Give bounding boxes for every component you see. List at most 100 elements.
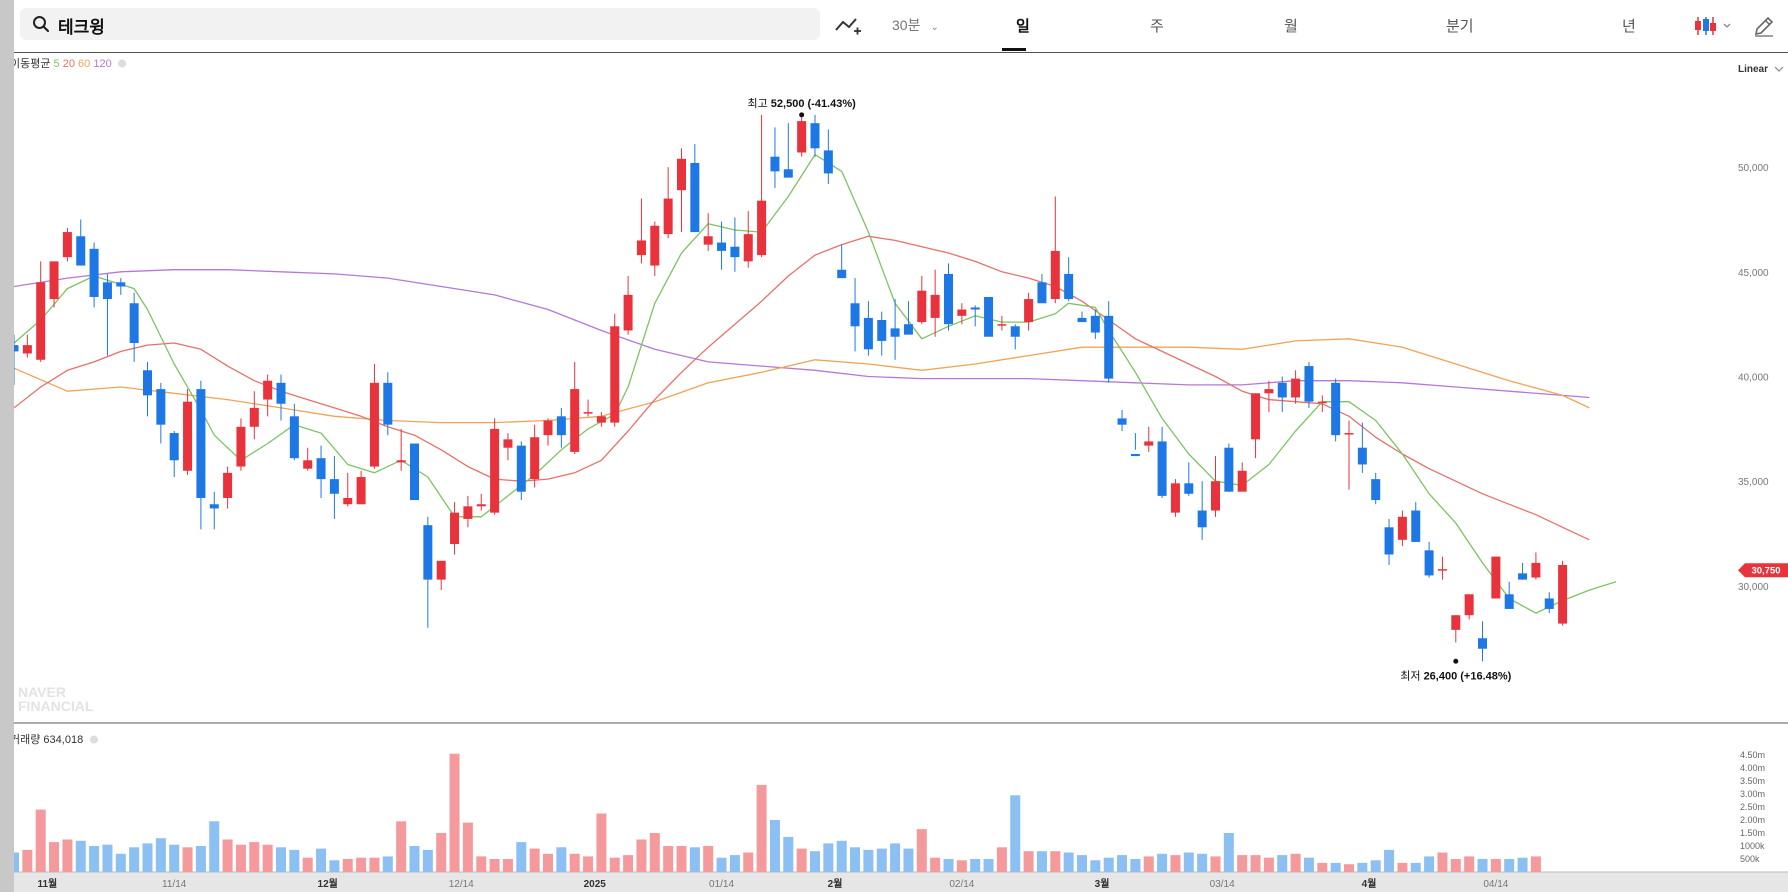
interval-select[interactable]: 30분 ⌄ xyxy=(892,15,939,35)
candle-body xyxy=(677,158,686,191)
candle-body xyxy=(143,370,152,396)
tab-week[interactable]: 주 xyxy=(1150,18,1164,35)
scale-mode-label: Linear xyxy=(1738,64,1768,75)
candle xyxy=(1464,594,1474,620)
volume-bar xyxy=(583,856,594,872)
ma-legend-label: 이동평균 xyxy=(14,57,54,70)
tab-year[interactable]: 년 xyxy=(1622,18,1636,35)
candle xyxy=(717,221,727,270)
scale-chevron-icon xyxy=(1774,66,1784,72)
tab-month[interactable]: 월 xyxy=(1284,18,1298,35)
candle xyxy=(1451,615,1461,643)
candle-body xyxy=(1104,315,1114,379)
candle-body xyxy=(1491,556,1501,599)
candle-body xyxy=(1130,454,1140,457)
candle xyxy=(823,129,833,184)
candle-body xyxy=(1558,564,1568,624)
date-tick-label: 12/14 xyxy=(449,879,474,890)
date-axis-background xyxy=(14,872,1788,892)
candle-body xyxy=(1437,569,1447,571)
candle-body xyxy=(1237,470,1247,492)
candle-body xyxy=(1064,273,1074,300)
candle xyxy=(1064,257,1074,302)
candle xyxy=(583,399,593,417)
candle-body xyxy=(503,439,513,448)
last-price-tag xyxy=(1738,563,1788,578)
candle xyxy=(1531,552,1541,580)
candle xyxy=(1331,378,1341,442)
volume-bar xyxy=(836,840,847,872)
candle xyxy=(1211,456,1220,517)
candle-body xyxy=(1197,510,1207,528)
volume-bar xyxy=(502,859,513,872)
low-prefix: 최저 xyxy=(1400,669,1423,682)
search-input[interactable] xyxy=(56,12,760,38)
candle-body xyxy=(316,458,326,480)
volume-bar xyxy=(396,821,407,872)
candle xyxy=(1144,426,1154,452)
draw-tool-button[interactable] xyxy=(1752,14,1776,38)
candle-body xyxy=(1010,326,1020,337)
candle xyxy=(49,261,59,308)
stock-chart-app: 30,000 35,000 40,000 45,000 50,000 Linear 500… xyxy=(14,0,1788,892)
candle xyxy=(1050,196,1060,304)
candle xyxy=(984,296,994,337)
candle-body xyxy=(383,382,393,425)
active-tab-indicator xyxy=(1002,48,1026,51)
candle-body xyxy=(770,156,780,172)
tab-quarter[interactable]: 분기 xyxy=(1446,18,1474,35)
candle-body xyxy=(556,416,566,436)
search-icon[interactable] xyxy=(32,15,50,38)
volume-bar xyxy=(1210,856,1221,872)
candle xyxy=(596,412,606,427)
candle xyxy=(863,301,873,356)
candle-body xyxy=(476,504,486,507)
price-volume-chart[interactable]: 30,000 35,000 40,000 45,000 50,000 Linear 500… xyxy=(14,0,1788,892)
candle-body xyxy=(129,303,139,344)
search-box[interactable] xyxy=(20,8,820,40)
low-label: 최저 26,400 (+16.48%) xyxy=(1400,669,1511,682)
volume-bar xyxy=(489,859,500,872)
volume-bar xyxy=(369,857,380,872)
candle xyxy=(1344,420,1354,490)
indicator-add-button[interactable] xyxy=(834,14,862,38)
volume-bar xyxy=(529,848,540,872)
chart-annotations: 최고 52,500 (-41.43%) 최저 26,400 (+16.48%) 30… xyxy=(18,97,1788,714)
volume-bar xyxy=(1277,855,1288,872)
candle-body xyxy=(650,225,660,266)
ma-legend-period: 120 xyxy=(93,58,111,70)
volume-bar xyxy=(916,829,927,872)
date-tick-label: 04/14 xyxy=(1483,879,1508,890)
volume-bar xyxy=(1077,855,1087,872)
candle xyxy=(423,516,433,628)
candle xyxy=(663,167,673,239)
volume-bar xyxy=(1410,862,1421,872)
high-marker xyxy=(799,112,805,118)
candle-body xyxy=(1424,550,1434,576)
candle xyxy=(944,263,953,331)
tab-day[interactable]: 일 xyxy=(1016,18,1030,35)
volume-bar xyxy=(996,847,1007,872)
volume-bar xyxy=(676,846,687,872)
volume-bar xyxy=(983,859,994,872)
candle xyxy=(1437,556,1447,580)
candle xyxy=(877,311,887,356)
candle xyxy=(289,403,299,461)
volume-bar xyxy=(382,856,393,872)
candle xyxy=(850,278,860,352)
volume-bar xyxy=(462,822,473,872)
candle-body xyxy=(1117,418,1127,425)
candle xyxy=(1544,592,1554,614)
candle-body xyxy=(1157,441,1167,496)
candle-body xyxy=(850,303,860,327)
date-tick-label: 11월 xyxy=(37,878,57,890)
candle xyxy=(1371,472,1381,505)
candle xyxy=(22,334,32,358)
candle-body xyxy=(1451,615,1461,630)
volume-bar xyxy=(783,836,794,872)
candle-body xyxy=(1317,401,1327,404)
candle xyxy=(1411,502,1421,542)
candle xyxy=(770,127,780,189)
volume-bar xyxy=(930,857,941,872)
chart-type-button[interactable] xyxy=(1694,14,1734,38)
